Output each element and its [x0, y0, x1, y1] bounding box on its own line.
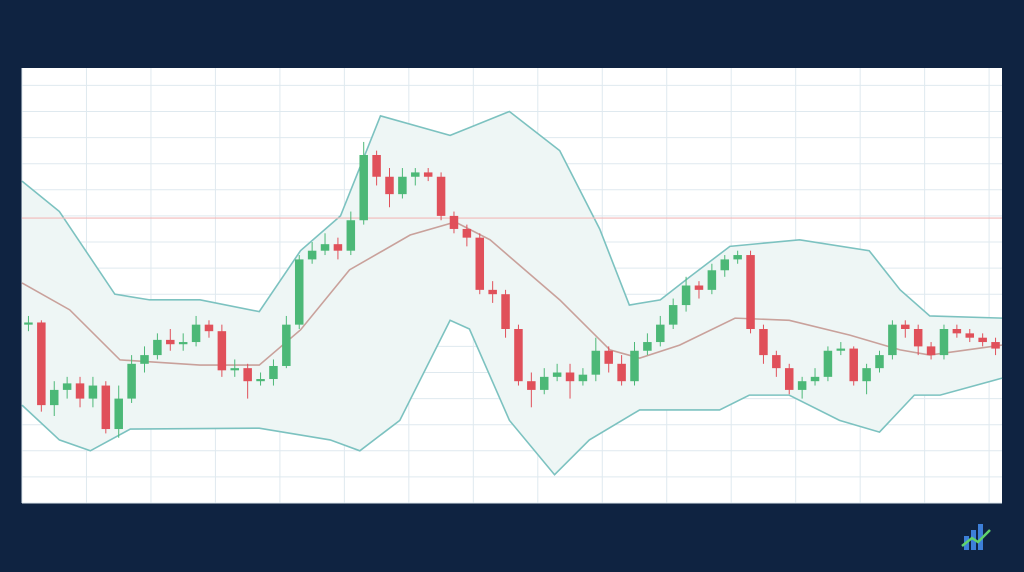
candle-body: [256, 379, 265, 382]
candle-body: [565, 372, 575, 382]
candle-body: [643, 342, 652, 351]
candle-body: [552, 372, 562, 377]
candle-body: [359, 155, 368, 221]
candle-body: [88, 385, 98, 399]
candle-body: [423, 172, 433, 177]
candle-body: [656, 324, 665, 343]
candle-body: [539, 376, 549, 390]
band-fill: [22, 111, 1002, 475]
candle-body: [127, 363, 136, 399]
candle-body: [978, 337, 987, 343]
candle-body: [591, 350, 601, 375]
candle-body: [823, 350, 833, 377]
candle-body: [269, 365, 278, 380]
candle-body: [140, 355, 149, 364]
candle-body: [514, 329, 523, 382]
candle-body: [488, 289, 497, 295]
candle-body: [668, 305, 678, 325]
candle-body: [153, 339, 162, 356]
candle-body: [243, 368, 252, 382]
candle-body: [888, 324, 897, 356]
candle-body: [952, 329, 962, 334]
candle-body: [501, 294, 510, 329]
candle-body: [630, 350, 639, 382]
candle-body: [772, 355, 781, 369]
candle-body: [604, 350, 613, 364]
candle-body: [114, 398, 123, 430]
candle-body: [372, 155, 381, 177]
candle-body: [436, 176, 446, 216]
candle-body: [617, 363, 626, 382]
candle-body: [307, 250, 317, 260]
band-lower: [21, 319, 1003, 476]
candle-body: [578, 374, 588, 382]
candle-body: [759, 329, 768, 356]
candle-body: [101, 385, 111, 430]
candle-body: [37, 322, 46, 406]
candle-body: [681, 285, 691, 306]
candle-body: [901, 324, 910, 329]
candle-body: [720, 259, 730, 271]
candle-body: [49, 389, 59, 406]
candle-body: [875, 355, 884, 369]
candle-body: [346, 220, 356, 251]
candle-body: [913, 329, 923, 347]
band-upper: [21, 110, 1003, 319]
candle-body: [282, 324, 291, 366]
candle-body: [862, 368, 871, 382]
logo: [961, 524, 991, 550]
candle-body: [294, 259, 304, 325]
candle-body: [746, 255, 755, 329]
candle-body: [411, 172, 420, 177]
candle-body: [204, 324, 214, 332]
candle-body: [24, 322, 33, 325]
candle-body: [178, 342, 188, 345]
candle-body: [462, 228, 472, 238]
candle-body: [810, 376, 820, 382]
candle-body: [217, 331, 227, 371]
candle-body: [707, 270, 717, 290]
candle-body: [75, 383, 85, 399]
candle-body: [191, 324, 201, 343]
candle-body: [694, 285, 704, 290]
candle-body: [333, 244, 343, 251]
candle-body: [797, 381, 807, 390]
candle-body: [965, 333, 975, 338]
candle-body: [398, 176, 407, 195]
candle-body: [784, 368, 794, 390]
candle-body: [733, 255, 742, 260]
candle-body: [527, 381, 536, 390]
candle-body: [926, 346, 936, 356]
candle-body: [62, 383, 72, 390]
band-middle: [21, 221, 1003, 366]
candle-body: [230, 368, 240, 371]
candle-body: [320, 244, 330, 251]
candle-body: [836, 348, 846, 351]
candle-body: [449, 215, 459, 229]
candle-body: [475, 237, 485, 290]
candle-body: [849, 348, 858, 382]
candle-body: [385, 176, 394, 195]
candle-body: [166, 339, 175, 345]
candle-body: [991, 342, 1000, 349]
candle-body: [939, 329, 949, 356]
